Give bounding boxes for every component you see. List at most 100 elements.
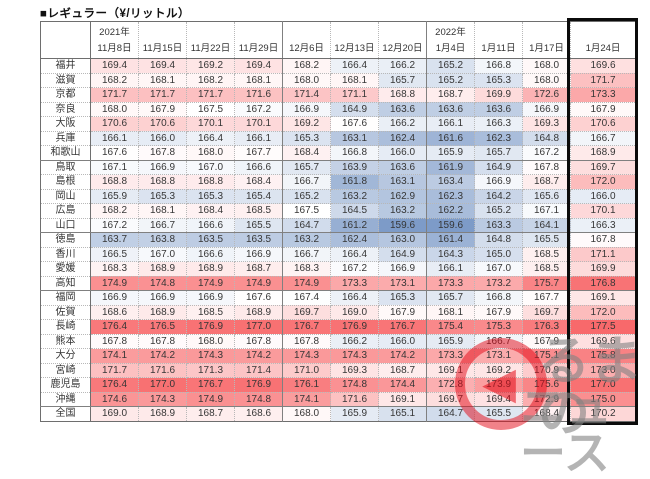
price-cell: 167.2	[522, 145, 571, 161]
price-cell: 167.9	[474, 305, 523, 320]
price-cell: 165.9	[426, 334, 475, 349]
price-cell: 167.0	[138, 247, 187, 262]
price-cell: 169.7	[426, 392, 475, 407]
table-row: 香川 166.5 167.0 166.6 166.9 166.7 166.4 164.9 164…	[40, 247, 636, 262]
price-cell: 168.1	[330, 73, 379, 88]
price-cell: 165.3	[282, 131, 331, 146]
column-date: 1月17日	[529, 43, 564, 54]
price-cell: 174.3	[186, 348, 235, 364]
column-header: 1月24日	[570, 21, 636, 59]
price-cell: 174.9	[282, 276, 331, 291]
price-cell: 168.7	[522, 174, 571, 190]
price-cell: 176.9	[330, 319, 379, 335]
price-cell: 163.1	[330, 131, 379, 146]
price-cell: 166.5	[90, 247, 139, 262]
price-cell: 168.4	[282, 145, 331, 161]
column-year	[283, 25, 330, 40]
price-cell: 165.1	[378, 406, 427, 422]
table-row: 大阪 170.6 170.6 170.1 170.1 169.2 167.6 166.2 166…	[40, 116, 636, 132]
row-label: 大阪	[40, 116, 91, 132]
price-cell: 165.5	[234, 218, 283, 233]
price-cell: 166.1	[90, 131, 139, 146]
price-cell: 175.1	[522, 348, 571, 364]
price-cell: 168.4	[186, 203, 235, 219]
row-label: 熊本	[40, 334, 91, 349]
price-cell: 163.9	[330, 160, 379, 175]
price-cell: 169.2	[282, 116, 331, 132]
price-cell: 164.3	[426, 247, 475, 262]
column-year	[571, 25, 635, 40]
price-cell: 161.4	[426, 232, 475, 248]
price-cell: 170.1	[186, 116, 235, 132]
column-year: 2021年	[99, 27, 130, 38]
price-cell: 171.1	[330, 87, 379, 103]
price-cell: 164.9	[378, 247, 427, 262]
price-cell: 176.3	[522, 319, 571, 335]
price-cell: 166.6	[186, 218, 235, 233]
column-date: 12月20日	[382, 43, 423, 54]
price-cell: 166.3	[474, 116, 523, 132]
price-cell: 166.4	[330, 58, 379, 74]
price-cell: 169.1	[570, 290, 636, 306]
price-cell: 166.4	[330, 247, 379, 262]
table-row: 全国 169.0 168.9 168.7 168.6 168.0 165.9 165.1 164…	[40, 406, 636, 422]
table-row: 徳島 163.7 163.8 163.5 163.5 163.2 162.4 163.0 161…	[40, 232, 636, 248]
price-cell: 169.4	[474, 392, 523, 407]
price-cell: 165.2	[474, 203, 523, 219]
price-cell: 163.0	[378, 232, 427, 248]
price-cell: 167.8	[282, 334, 331, 349]
price-cell: 167.6	[90, 145, 139, 161]
price-cell: 176.4	[90, 377, 139, 393]
column-date: 11月22日	[190, 43, 231, 54]
price-cell: 168.0	[90, 102, 139, 117]
price-cell: 168.0	[522, 58, 571, 74]
column-date: 12月6日	[289, 43, 324, 54]
price-cell: 172.0	[570, 174, 636, 190]
row-label: 鹿児島	[40, 377, 91, 393]
price-cell: 168.6	[234, 406, 283, 422]
price-cell: 166.7	[138, 218, 187, 233]
price-cell: 166.9	[234, 247, 283, 262]
price-cell: 169.4	[90, 58, 139, 74]
price-cell: 167.9	[522, 334, 571, 349]
price-cell: 173.3	[426, 348, 475, 364]
price-cell: 161.8	[330, 174, 379, 190]
price-cell: 173.3	[570, 87, 636, 103]
price-cell: 169.3	[330, 363, 379, 378]
price-cell: 168.7	[426, 87, 475, 103]
row-label: 全国	[40, 406, 91, 422]
price-cell: 166.1	[426, 261, 475, 277]
price-cell: 168.8	[186, 174, 235, 190]
price-cell: 163.3	[474, 218, 523, 233]
column-date: 1月24日	[585, 43, 621, 54]
table-row: 長崎 176.4 176.5 176.9 177.0 176.7 176.9 176.7 175…	[40, 319, 636, 335]
column-year	[523, 25, 570, 40]
row-label: 徳島	[40, 232, 91, 248]
price-cell: 165.5	[522, 232, 571, 248]
price-cell: 169.1	[426, 363, 475, 378]
price-cell: 175.8	[570, 348, 636, 364]
price-cell: 168.9	[138, 261, 187, 277]
price-cell: 168.8	[90, 174, 139, 190]
row-label: 奈良	[40, 102, 91, 117]
column-year	[235, 25, 282, 40]
price-cell: 168.2	[90, 203, 139, 219]
price-cell: 167.1	[90, 160, 139, 175]
column-date: 11月15日	[142, 43, 183, 54]
row-label: 佐賀	[40, 305, 91, 320]
price-cell: 166.0	[570, 189, 636, 204]
price-cell: 166.9	[474, 174, 523, 190]
price-cell: 161.9	[426, 160, 475, 175]
price-cell: 176.7	[378, 319, 427, 335]
column-date: 1月4日	[435, 43, 466, 54]
row-label: 高知	[40, 276, 91, 291]
price-cell: 171.4	[234, 363, 283, 378]
price-cell: 162.4	[330, 232, 379, 248]
price-cell: 162.3	[474, 131, 523, 146]
price-cell: 165.5	[474, 406, 523, 422]
price-cell: 165.7	[474, 145, 523, 161]
table-row: 岡山 165.9 165.3 165.3 165.4 165.2 163.2 162.9 162…	[40, 189, 636, 204]
price-cell: 171.1	[570, 247, 636, 262]
table-row: 和歌山 167.6 167.8 168.0 167.7 168.4 166.8 166.0 16…	[40, 145, 636, 161]
price-cell: 174.9	[90, 276, 139, 291]
